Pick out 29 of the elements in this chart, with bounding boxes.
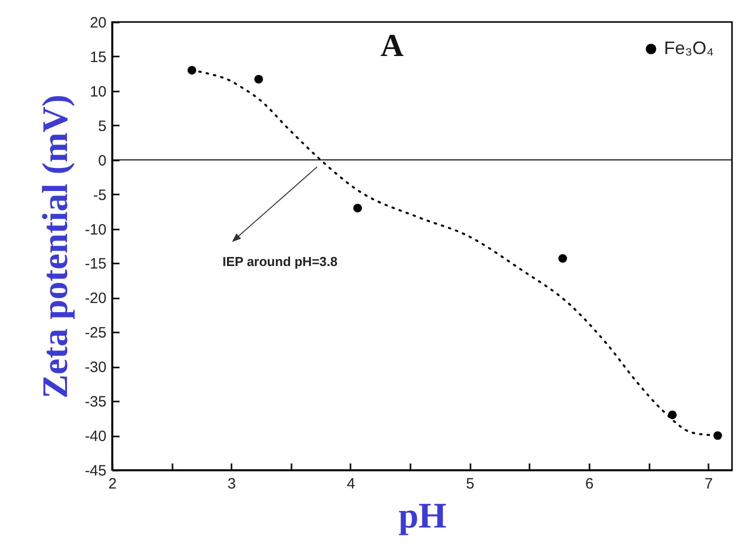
- y-tick-label: -10: [84, 221, 106, 238]
- x-tick-label: 3: [228, 476, 236, 492]
- x-tick-label: 4: [346, 476, 356, 492]
- point: [668, 410, 677, 420]
- y-axis-title: Zeta potential (mV): [34, 94, 75, 398]
- y-tick-label: -20: [84, 290, 106, 308]
- chart-title: A: [380, 27, 404, 63]
- y-tick-label: -35: [84, 394, 106, 411]
- point: [254, 74, 263, 84]
- x-tick-label: 7: [704, 476, 713, 492]
- legend-label: Fe₃O₄: [664, 38, 714, 58]
- x-tick-label: 2: [108, 476, 117, 492]
- y-tick-label: 10: [90, 83, 106, 100]
- y-tick-label: 20: [90, 14, 106, 32]
- x-tick-label: 5: [466, 476, 474, 492]
- y-tick-label: -40: [84, 428, 106, 446]
- y-tick-label: -45: [84, 462, 106, 480]
- y-tick-label: -5: [93, 186, 106, 204]
- y-tick-label: -30: [84, 359, 106, 376]
- y-tick-label: -15: [84, 256, 106, 273]
- y-tick-label: -25: [84, 324, 106, 342]
- point: [353, 204, 362, 212]
- y-tick-label: 0: [98, 152, 106, 170]
- y-tick-label: 5: [98, 118, 106, 135]
- point: [558, 254, 568, 263]
- y-tick-label: 15: [90, 48, 106, 66]
- x-axis-title: pH: [398, 496, 447, 536]
- x-tick-label: 6: [585, 476, 594, 492]
- annotation: IEP around pH=3.8: [222, 254, 338, 269]
